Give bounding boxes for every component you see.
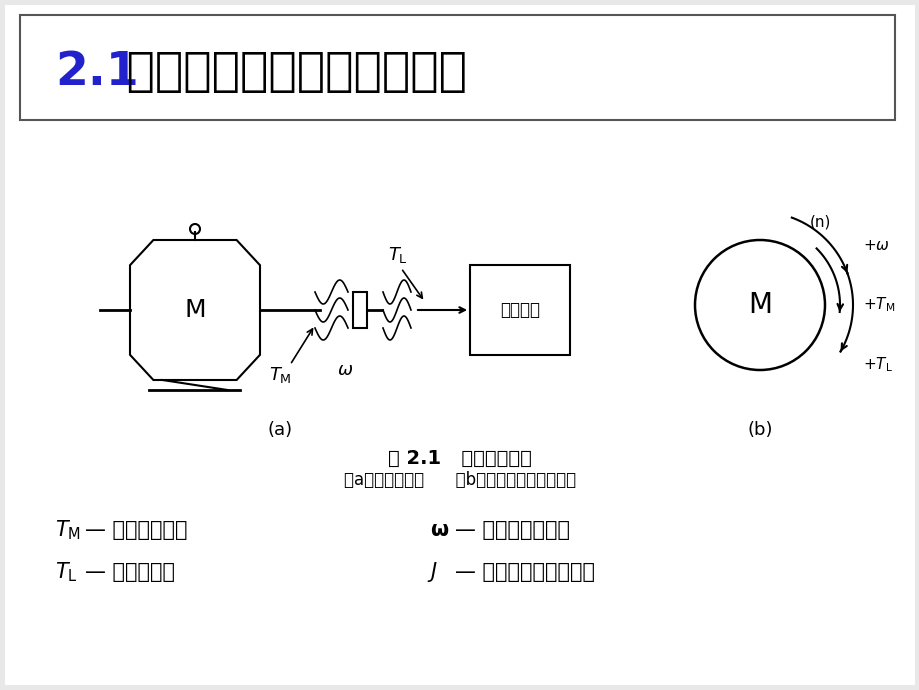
Text: 图 2.1   单轴拖动系统: 图 2.1 单轴拖动系统 <box>388 448 531 468</box>
FancyBboxPatch shape <box>20 15 894 120</box>
Text: $+\omega$: $+\omega$ <box>862 237 889 253</box>
Text: — 整个轴系的转动惯量: — 整个轴系的转动惯量 <box>455 562 595 582</box>
Text: $T_{\rm L}$: $T_{\rm L}$ <box>55 560 77 584</box>
Text: (a): (a) <box>267 421 292 439</box>
Text: （a）传动系统图      （b）转矩、转速的正方向: （a）传动系统图 （b）转矩、转速的正方向 <box>344 471 575 489</box>
Text: $T_{\rm L}$: $T_{\rm L}$ <box>388 245 407 265</box>
Text: (b): (b) <box>746 421 772 439</box>
Text: — 电动机转矩；: — 电动机转矩； <box>85 520 187 540</box>
Text: — 轴系的角速度；: — 轴系的角速度； <box>455 520 570 540</box>
Text: $\omega$: $\omega$ <box>336 361 353 379</box>
Text: 2.1: 2.1 <box>55 50 139 95</box>
FancyBboxPatch shape <box>470 265 570 355</box>
Text: $T_{\rm M}$: $T_{\rm M}$ <box>55 518 81 542</box>
Text: $\mathbf{\omega}$: $\mathbf{\omega}$ <box>429 520 448 540</box>
Text: J: J <box>429 562 436 582</box>
Text: $T_{\rm M}$: $T_{\rm M}$ <box>268 365 291 385</box>
Text: — 负载转矩；: — 负载转矩； <box>85 562 175 582</box>
Text: 生产机械: 生产机械 <box>499 301 539 319</box>
Text: $+T_{\rm M}$: $+T_{\rm M}$ <box>862 295 894 315</box>
Text: (n): (n) <box>809 215 830 230</box>
Text: M: M <box>747 291 771 319</box>
Text: M: M <box>184 298 206 322</box>
FancyBboxPatch shape <box>5 5 914 685</box>
FancyBboxPatch shape <box>353 292 367 328</box>
Text: $+T_{\rm L}$: $+T_{\rm L}$ <box>862 355 892 375</box>
Text: 机电传动系统的运动方程式: 机电传动系统的运动方程式 <box>110 50 467 95</box>
